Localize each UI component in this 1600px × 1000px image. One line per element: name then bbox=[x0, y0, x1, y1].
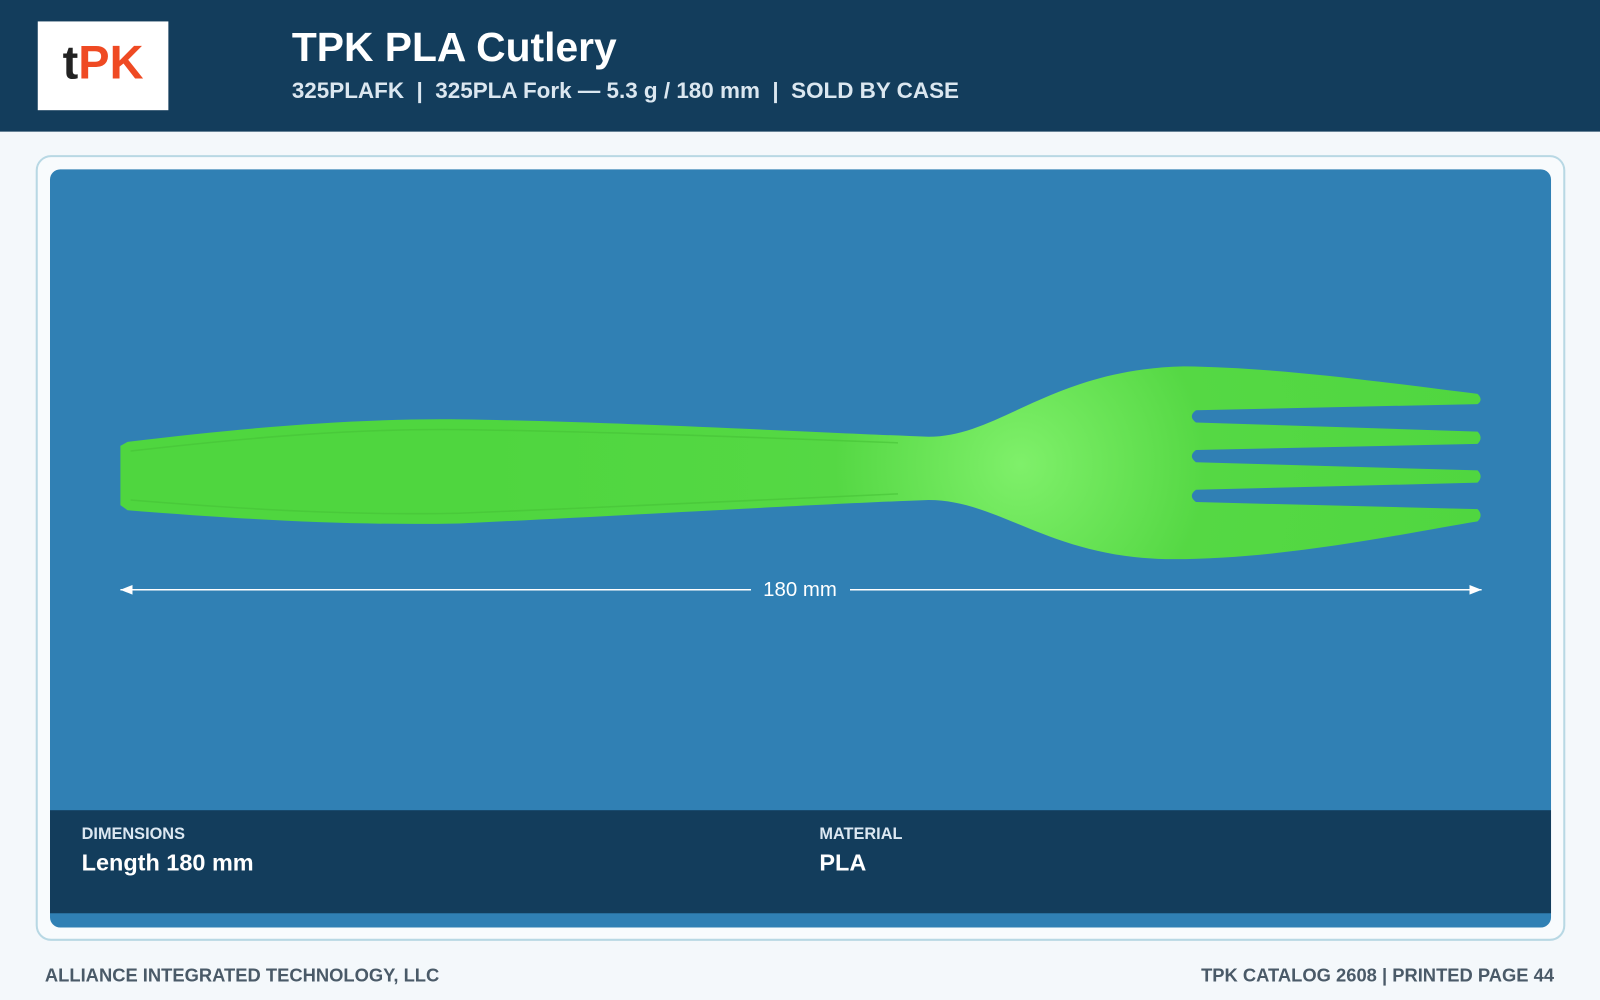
spec-value: PLA bbox=[819, 849, 866, 875]
dimension-label: 180 mm bbox=[763, 579, 837, 601]
footer-right: TPK CATALOG 2608 | PRINTED PAGE 44 bbox=[1201, 964, 1555, 985]
spec-value: Length 180 mm bbox=[82, 849, 254, 875]
page-title: TPK PLA Cutlery bbox=[292, 24, 617, 70]
logo-prefix: t bbox=[63, 37, 79, 89]
footer-left: ALLIANCE INTEGRATED TECHNOLOGY, LLC bbox=[45, 964, 439, 985]
header-bar bbox=[0, 0, 1600, 132]
product-panel bbox=[50, 169, 1552, 928]
logo-box bbox=[37, 21, 169, 111]
spec-label: MATERIAL bbox=[819, 825, 902, 843]
page-subtitle: 325PLAFK | 325PLA Fork — 5.3 g / 180 mm … bbox=[292, 78, 959, 103]
logo: tPK bbox=[63, 37, 144, 89]
fork-image bbox=[120, 366, 1481, 560]
fork-handle-edge bbox=[130, 428, 898, 515]
spec-label: DIMENSIONS bbox=[82, 825, 185, 843]
spec-bar bbox=[50, 810, 1552, 914]
logo-main: PK bbox=[78, 37, 143, 89]
